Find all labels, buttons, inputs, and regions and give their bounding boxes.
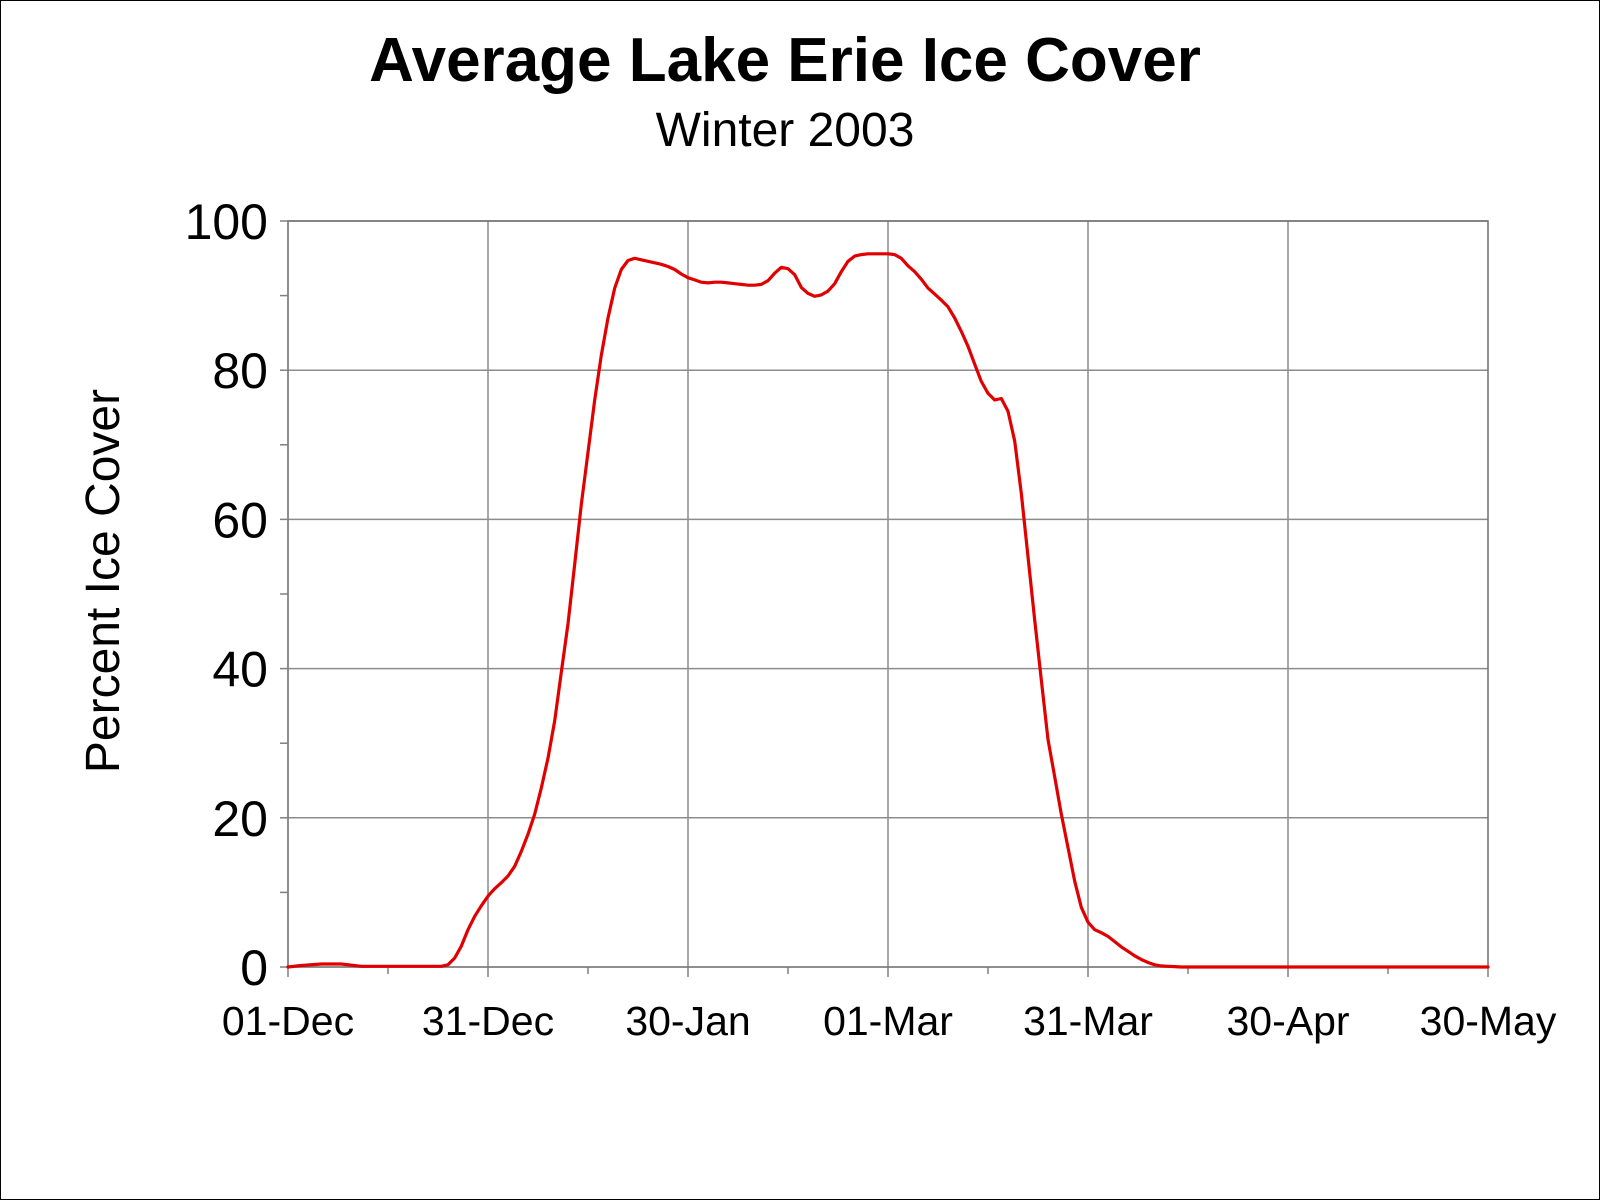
x-tick-label: 30-May bbox=[1420, 998, 1557, 1044]
gridlines bbox=[288, 220, 1488, 967]
y-tick-label: 100 bbox=[185, 194, 268, 250]
x-tick-label: 31-Dec bbox=[422, 998, 554, 1044]
y-tick-label: 0 bbox=[240, 940, 268, 996]
x-tick-label: 30-Apr bbox=[1226, 998, 1349, 1044]
chart-subtitle: Winter 2003 bbox=[656, 104, 915, 157]
y-tick-label: 60 bbox=[212, 492, 268, 548]
series-layer bbox=[286, 252, 1490, 969]
chart-title: Average Lake Erie Ice Cover bbox=[369, 26, 1201, 95]
x-tick-label: 31-Mar bbox=[1023, 998, 1153, 1044]
y-tick-label: 80 bbox=[212, 343, 268, 399]
axes bbox=[280, 220, 1489, 977]
y-tick-label: 20 bbox=[212, 791, 268, 847]
x-tick-label: 30-Jan bbox=[625, 998, 750, 1044]
y-axis-label: Percent Ice Cover bbox=[77, 389, 130, 773]
x-tick-labels: 01-Dec 31-Dec 30-Jan 01-Mar 31-Mar 30-Apr 30-M… bbox=[222, 998, 1557, 1044]
ice-cover-series-line bbox=[286, 252, 1490, 969]
x-tick-label: 01-Mar bbox=[823, 998, 953, 1044]
x-tick-label: 01-Dec bbox=[222, 998, 354, 1044]
y-tick-labels: 0 20 40 60 80 100 bbox=[185, 194, 268, 996]
y-tick-label: 40 bbox=[212, 642, 268, 698]
